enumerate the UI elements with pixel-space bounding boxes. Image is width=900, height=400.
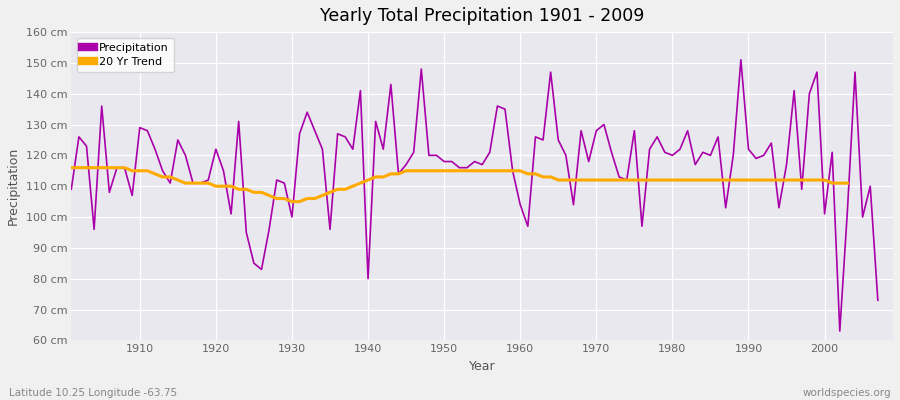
20 Yr Trend xyxy=(66,165,77,170)
Line: 20 Yr Trend: 20 Yr Trend xyxy=(71,168,848,202)
20 Yr Trend xyxy=(796,178,807,182)
Precipitation xyxy=(675,147,686,152)
20 Yr Trend xyxy=(522,172,533,176)
20 Yr Trend xyxy=(842,181,853,186)
Precipitation xyxy=(872,298,883,303)
20 Yr Trend xyxy=(773,178,784,182)
Y-axis label: Precipitation: Precipitation xyxy=(7,147,20,225)
Legend: Precipitation, 20 Yr Trend: Precipitation, 20 Yr Trend xyxy=(76,38,175,72)
Line: Precipitation: Precipitation xyxy=(71,60,878,331)
20 Yr Trend xyxy=(279,196,290,201)
Precipitation xyxy=(66,187,77,192)
Precipitation xyxy=(827,150,838,155)
Precipitation xyxy=(636,224,647,229)
20 Yr Trend xyxy=(759,178,769,182)
20 Yr Trend xyxy=(781,178,792,182)
Text: worldspecies.org: worldspecies.org xyxy=(803,388,891,398)
Precipitation xyxy=(310,128,320,133)
Precipitation xyxy=(834,329,845,334)
Precipitation xyxy=(788,88,799,93)
Title: Yearly Total Precipitation 1901 - 2009: Yearly Total Precipitation 1901 - 2009 xyxy=(320,7,644,25)
Precipitation xyxy=(713,134,724,139)
X-axis label: Year: Year xyxy=(469,360,496,373)
Precipitation xyxy=(735,58,746,62)
20 Yr Trend xyxy=(286,199,297,204)
Text: Latitude 10.25 Longitude -63.75: Latitude 10.25 Longitude -63.75 xyxy=(9,388,177,398)
